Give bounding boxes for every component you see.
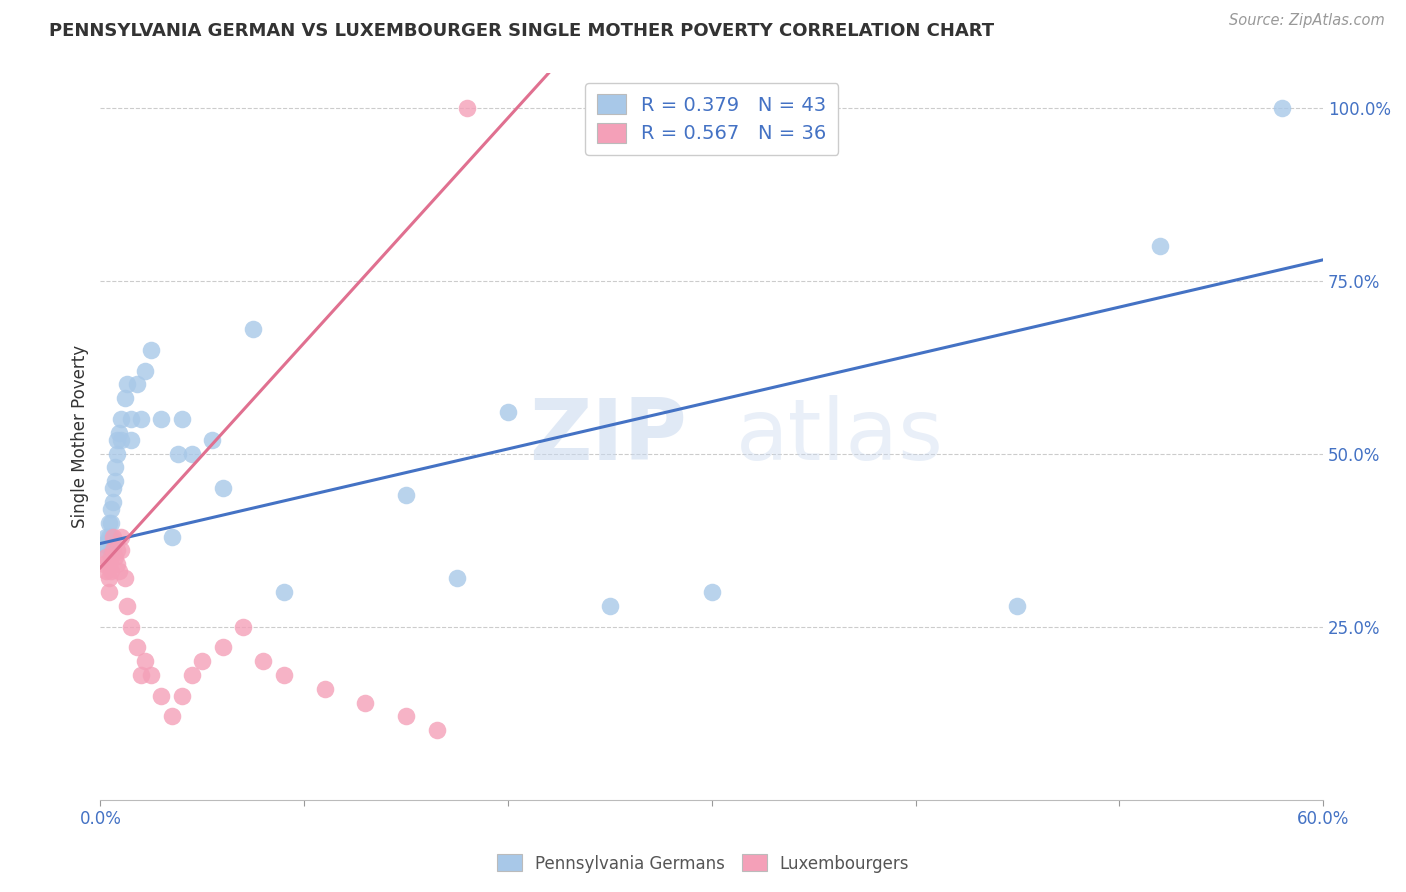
Point [150, 412, 173, 426]
Point [104, 460, 127, 475]
Point [160, 530, 183, 544]
Y-axis label: Single Mother Poverty: Single Mother Poverty [72, 344, 89, 528]
Point [181, 668, 204, 682]
Point [141, 668, 163, 682]
Point [110, 543, 132, 558]
Point [115, 599, 138, 613]
Point [129, 668, 152, 682]
Point [211, 640, 233, 655]
Point [100, 550, 122, 565]
Point [242, 322, 264, 336]
Point [125, 640, 148, 655]
Text: atlas: atlas [737, 395, 945, 478]
Point [105, 433, 128, 447]
Point [395, 709, 418, 723]
Point [101, 530, 124, 544]
Point [114, 571, 136, 585]
Point [496, 405, 519, 419]
Point [97, 516, 120, 530]
Point [101, 495, 124, 509]
Point [100, 564, 122, 578]
Point [114, 391, 136, 405]
Point [96, 530, 118, 544]
Point [191, 654, 214, 668]
Point [599, 599, 621, 613]
Point [395, 488, 418, 502]
Point [107, 425, 129, 440]
Point [96, 564, 118, 578]
Text: ZIP: ZIP [530, 395, 688, 478]
Point [105, 558, 128, 572]
Point [273, 668, 295, 682]
Point [104, 474, 127, 488]
Point [252, 654, 274, 668]
Text: PENNSYLVANIA GERMAN VS LUXEMBOURGER SINGLE MOTHER POVERTY CORRELATION CHART: PENNSYLVANIA GERMAN VS LUXEMBOURGER SING… [49, 22, 994, 40]
Point [100, 530, 122, 544]
Legend: Pennsylvania Germans, Luxembourgers: Pennsylvania Germans, Luxembourgers [489, 847, 917, 880]
Point [1149, 239, 1171, 253]
Point [101, 481, 124, 495]
Point [170, 689, 193, 703]
Point [105, 543, 128, 558]
Point [232, 619, 254, 633]
Point [426, 723, 449, 738]
Point [314, 681, 336, 696]
Point [120, 433, 142, 447]
Point [105, 446, 128, 460]
Point [100, 502, 122, 516]
Point [100, 543, 122, 558]
Point [110, 433, 132, 447]
Point [93, 558, 115, 572]
Point [150, 689, 173, 703]
Point [1007, 599, 1029, 613]
Point [273, 585, 295, 599]
Point [700, 585, 723, 599]
Point [100, 516, 122, 530]
Point [166, 446, 188, 460]
Point [446, 571, 468, 585]
Point [170, 412, 193, 426]
Point [115, 377, 138, 392]
Legend: R = 0.379   N = 43, R = 0.567   N = 36: R = 0.379 N = 43, R = 0.567 N = 36 [585, 83, 838, 155]
Point [107, 564, 129, 578]
Point [125, 377, 148, 392]
Point [97, 585, 120, 599]
Point [120, 412, 142, 426]
Point [141, 343, 163, 357]
Point [134, 363, 156, 377]
Point [354, 696, 377, 710]
Text: Source: ZipAtlas.com: Source: ZipAtlas.com [1229, 13, 1385, 29]
Point [1271, 101, 1294, 115]
Point [93, 536, 115, 550]
Point [110, 530, 132, 544]
Point [211, 481, 233, 495]
Point [97, 530, 120, 544]
Point [120, 619, 142, 633]
Point [96, 550, 118, 565]
Point [160, 709, 183, 723]
Point [129, 412, 152, 426]
Point [101, 543, 124, 558]
Point [201, 433, 224, 447]
Point [181, 446, 204, 460]
Point [134, 654, 156, 668]
Point [456, 101, 478, 115]
Point [97, 571, 120, 585]
Point [110, 412, 132, 426]
Point [96, 543, 118, 558]
Point [104, 550, 127, 565]
